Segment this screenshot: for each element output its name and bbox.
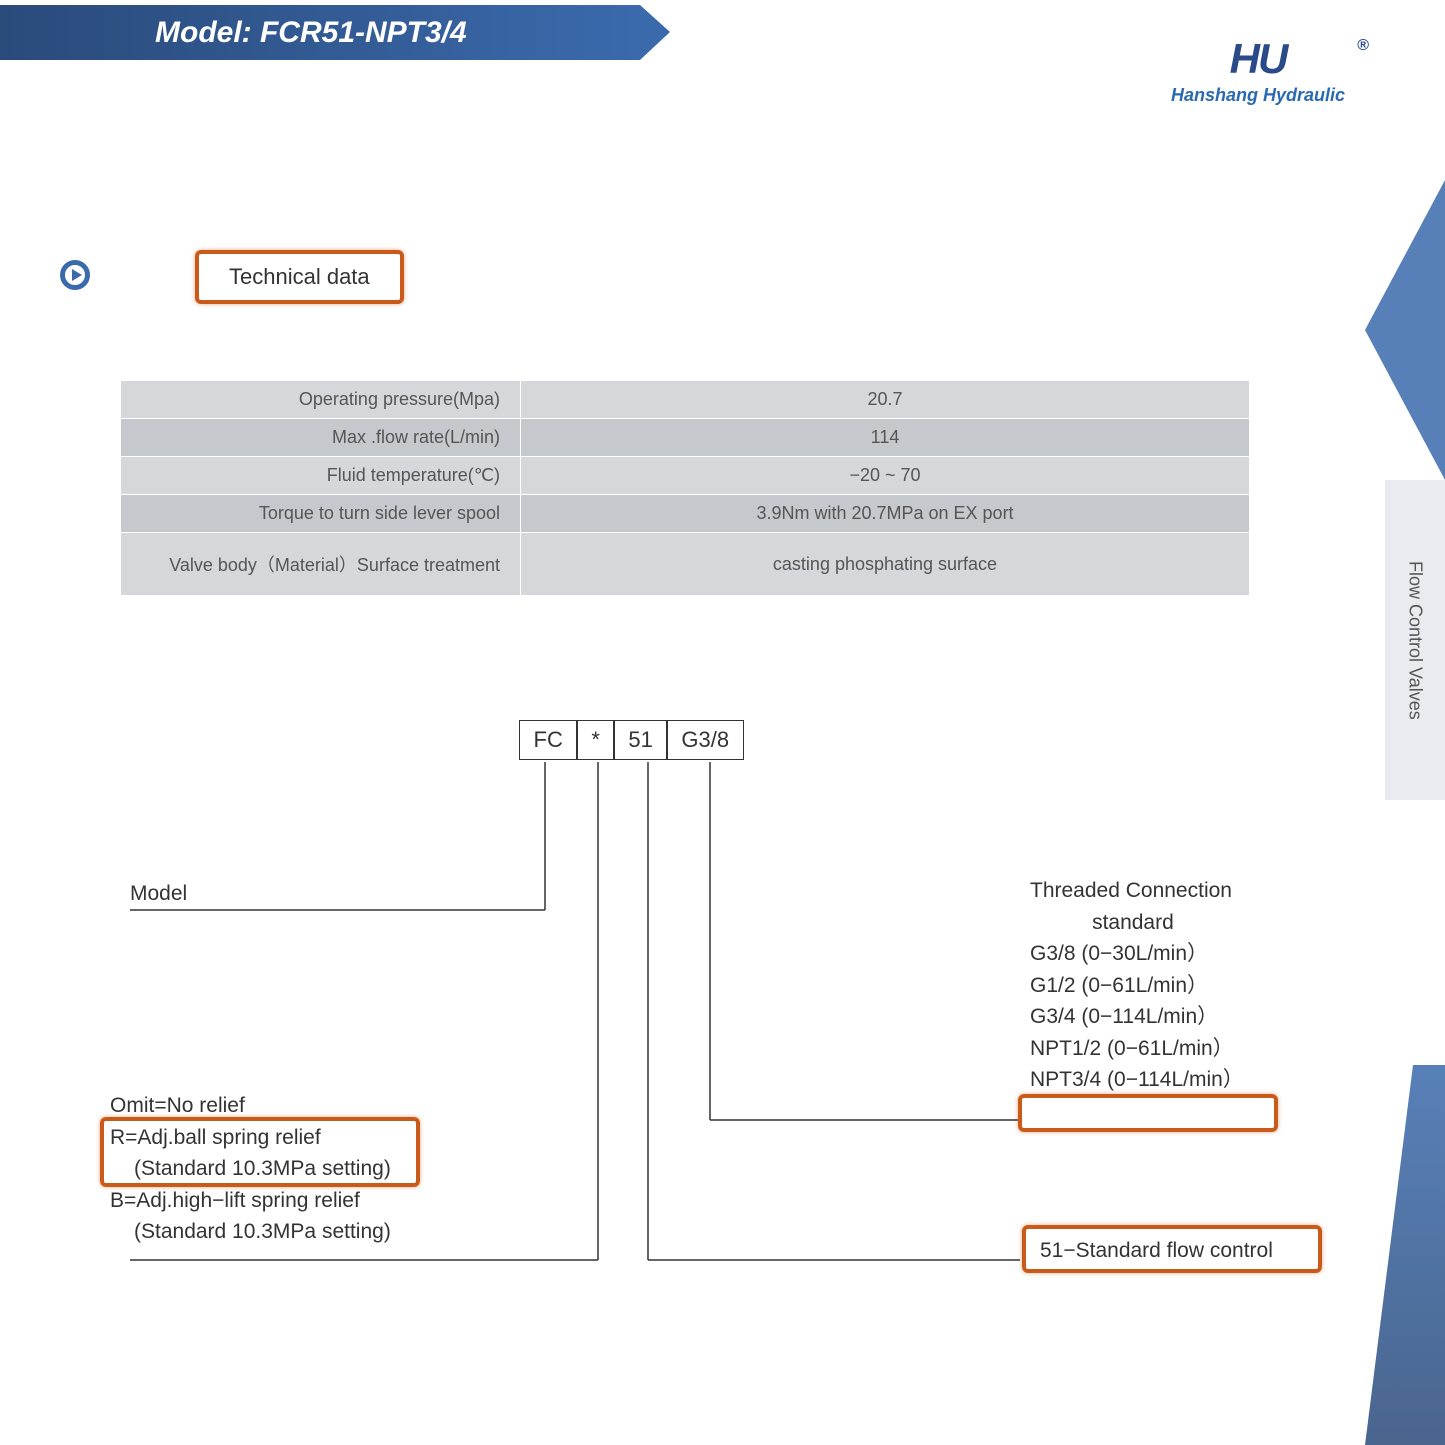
table-value: 3.9Nm with 20.7MPa on EX port xyxy=(521,495,1250,533)
thread-opt: G3/4 (0−114L/min） xyxy=(1030,1001,1244,1033)
ordering-code-diagram: FC * 51 G3/8 Model Omit=No relief R=Adj.… xyxy=(100,720,1300,1320)
table-value: casting phosphating surface xyxy=(521,533,1250,596)
side-tab-label: Flow Control Valves xyxy=(1385,480,1445,800)
table-label: Operating pressure(Mpa) xyxy=(121,381,521,419)
brand-logo-text: HU ® xyxy=(1171,35,1345,83)
section-title-technical-data: Technical data xyxy=(195,250,404,304)
side-decor-bottom-icon xyxy=(1365,1065,1445,1445)
side-decor-top-icon xyxy=(1365,180,1445,480)
thread-opt-npt34: NPT3/4 (0−114L/min） xyxy=(1030,1064,1244,1096)
relief-b-line2: (Standard 10.3MPa setting) xyxy=(110,1216,391,1248)
brand-caption: Hanshang Hydraulic xyxy=(1171,85,1345,106)
model-header-banner: Model: FCR51-NPT3/4 xyxy=(0,5,640,60)
thread-options-block: Threaded Connection standard G3/8 (0−30L… xyxy=(1030,875,1244,1096)
brand-logo-area: HU ® Hanshang Hydraulic xyxy=(1171,35,1345,106)
table-value: 114 xyxy=(521,419,1250,457)
thread-opt: G1/2 (0−61L/min） xyxy=(1030,970,1244,1002)
registered-icon: ® xyxy=(1357,37,1367,55)
table-value: −20 ~ 70 xyxy=(521,457,1250,495)
relief-r-line1: R=Adj.ball spring relief xyxy=(110,1122,391,1154)
technical-data-table: Operating pressure(Mpa) 20.7 Max .flow r… xyxy=(120,380,1250,596)
thread-title2: standard xyxy=(1030,907,1244,939)
model-label-text: Model xyxy=(130,878,187,910)
relief-options-block: Omit=No relief R=Adj.ball spring relief … xyxy=(110,1090,391,1248)
table-value: 20.7 xyxy=(521,381,1250,419)
thread-opt: G3/8 (0−30L/min） xyxy=(1030,938,1244,970)
table-row: Fluid temperature(℃) −20 ~ 70 xyxy=(121,457,1250,495)
table-label: Valve body（Material）Surface treatment xyxy=(121,533,521,596)
table-label: Fluid temperature(℃) xyxy=(121,457,521,495)
play-bullet-icon xyxy=(60,260,90,290)
relief-b-line1: B=Adj.high−lift spring relief xyxy=(110,1185,391,1217)
table-row: Torque to turn side lever spool 3.9Nm wi… xyxy=(121,495,1250,533)
table-row: Max .flow rate(L/min) 114 xyxy=(121,419,1250,457)
table-label: Torque to turn side lever spool xyxy=(121,495,521,533)
table-label: Max .flow rate(L/min) xyxy=(121,419,521,457)
relief-omit: Omit=No relief xyxy=(110,1090,391,1122)
standard-flow-label: 51−Standard flow control xyxy=(1040,1235,1273,1267)
thread-opt: NPT1/2 (0−61L/min） xyxy=(1030,1033,1244,1065)
table-row: Valve body（Material）Surface treatment ca… xyxy=(121,533,1250,596)
thread-title1: Threaded Connection xyxy=(1030,875,1244,907)
relief-r-line2: (Standard 10.3MPa setting) xyxy=(110,1153,391,1185)
table-row: Operating pressure(Mpa) 20.7 xyxy=(121,381,1250,419)
model-label: Model: FCR51-NPT3/4 xyxy=(155,16,467,50)
